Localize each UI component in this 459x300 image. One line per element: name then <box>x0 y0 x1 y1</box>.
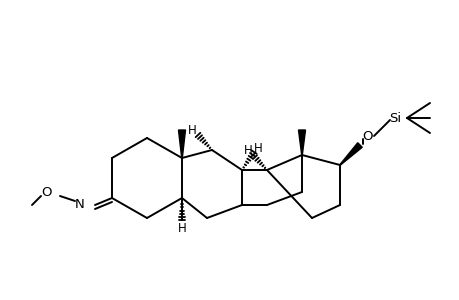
Text: H: H <box>177 223 186 236</box>
Text: H: H <box>187 124 196 136</box>
Polygon shape <box>339 143 362 165</box>
Text: H: H <box>253 142 262 154</box>
Text: Si: Si <box>388 112 400 124</box>
Text: O: O <box>362 130 372 142</box>
Text: O: O <box>42 187 52 200</box>
Text: N: N <box>75 199 85 212</box>
Polygon shape <box>178 130 185 158</box>
Polygon shape <box>298 130 305 155</box>
Text: H: H <box>243 143 252 157</box>
